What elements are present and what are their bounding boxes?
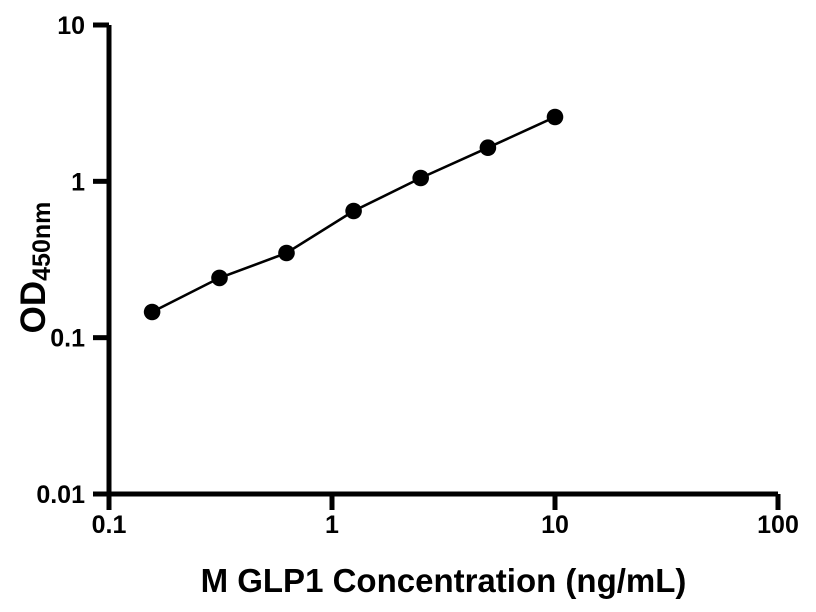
x-axis-tick-label: 100 bbox=[757, 511, 799, 539]
data-point-marker bbox=[143, 303, 161, 321]
y-axis-title-main: OD bbox=[14, 281, 53, 334]
y-axis-title-subscript: 450nm bbox=[28, 202, 56, 281]
data-point-marker bbox=[479, 139, 497, 156]
data-point-marker bbox=[412, 169, 430, 187]
y-axis-tick-label: 0.01 bbox=[36, 481, 85, 509]
y-axis-tick-label: 0.1 bbox=[50, 325, 85, 353]
y-axis-tick-label: 10 bbox=[57, 12, 85, 40]
data-point-marker bbox=[546, 108, 564, 126]
data-point-marker bbox=[345, 202, 362, 220]
y-axis-title: OD450nm bbox=[14, 202, 56, 334]
y-axis-tick-label: 1 bbox=[71, 168, 85, 196]
x-axis-tick-label: 1 bbox=[325, 511, 339, 539]
x-axis-title: M GLP1 Concentration (ng/mL) bbox=[201, 562, 687, 599]
data-point-marker bbox=[211, 269, 228, 287]
x-axis-tick-label: 0.1 bbox=[92, 511, 127, 539]
data-point-marker bbox=[278, 244, 295, 262]
x-axis-tick-label: 10 bbox=[541, 511, 569, 539]
axes-spine bbox=[106, 25, 778, 497]
